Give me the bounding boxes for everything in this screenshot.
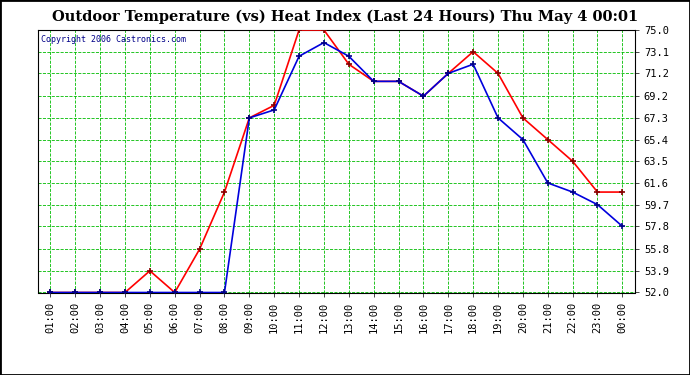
Text: Outdoor Temperature (vs) Heat Index (Last 24 Hours) Thu May 4 00:01: Outdoor Temperature (vs) Heat Index (Las… bbox=[52, 9, 638, 24]
Text: Copyright 2006 Castronics.com: Copyright 2006 Castronics.com bbox=[41, 35, 186, 44]
